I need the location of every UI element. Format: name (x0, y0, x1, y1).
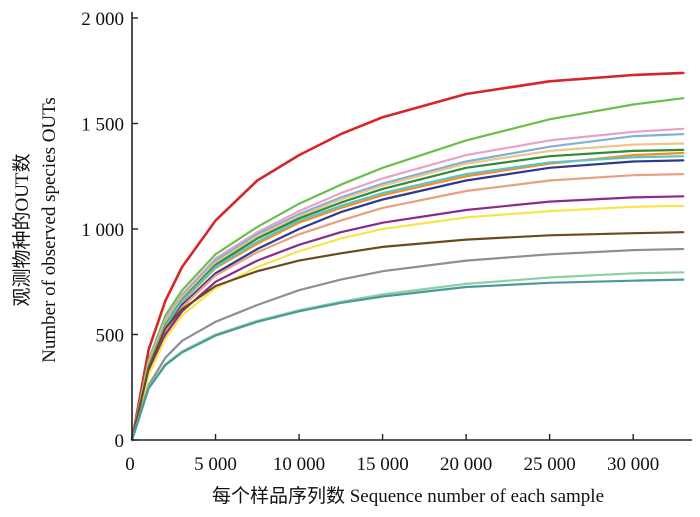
x-tick-label: 15 000 (356, 454, 408, 475)
y-tick-label: 500 (96, 326, 125, 347)
series-line-10 (130, 173, 685, 442)
x-tick-label: 25 000 (524, 454, 576, 475)
x-tick-label: 30 000 (607, 454, 659, 475)
y-axis-title-line-1: 观测物种的OUT数 (11, 153, 33, 306)
y-axis-title: 观测物种的OUT数 Number of observed species OUT… (11, 97, 60, 363)
y-tick-label: 1 000 (81, 220, 124, 241)
series-line-5 (130, 142, 685, 442)
x-axis-title: 每个样品序列数 Sequence number of each sample (212, 485, 604, 507)
y-tick-label: 1 500 (81, 115, 124, 136)
y-ticks: 0 500 1 000 1 500 2 000 (81, 9, 138, 452)
x-tick-label: 0 (125, 454, 135, 475)
y-axis-title-line-2: Number of observed species OUTs (39, 97, 60, 363)
series-line-1 (130, 71, 685, 442)
x-ticks: 0 5 000 10 000 15 000 20 000 25 000 30 000 (125, 434, 659, 475)
series-line-13 (130, 231, 685, 442)
series-line-12 (130, 204, 685, 442)
series-line-3 (130, 127, 685, 442)
x-tick-label: 5 000 (194, 454, 237, 475)
series-layer (130, 71, 685, 442)
series-line-16 (130, 278, 685, 442)
series-line-7 (130, 151, 685, 442)
series-line-2 (130, 97, 685, 442)
series-line-8 (130, 155, 685, 442)
y-tick-label: 2 000 (81, 9, 124, 30)
x-tick-label: 10 000 (273, 454, 325, 475)
series-line-14 (130, 247, 685, 442)
x-tick-label: 20 000 (440, 454, 492, 475)
axes-layer (131, 12, 692, 441)
series-line-11 (130, 195, 685, 442)
y-tick-label: 0 (115, 431, 125, 452)
series-line-15 (130, 271, 685, 442)
